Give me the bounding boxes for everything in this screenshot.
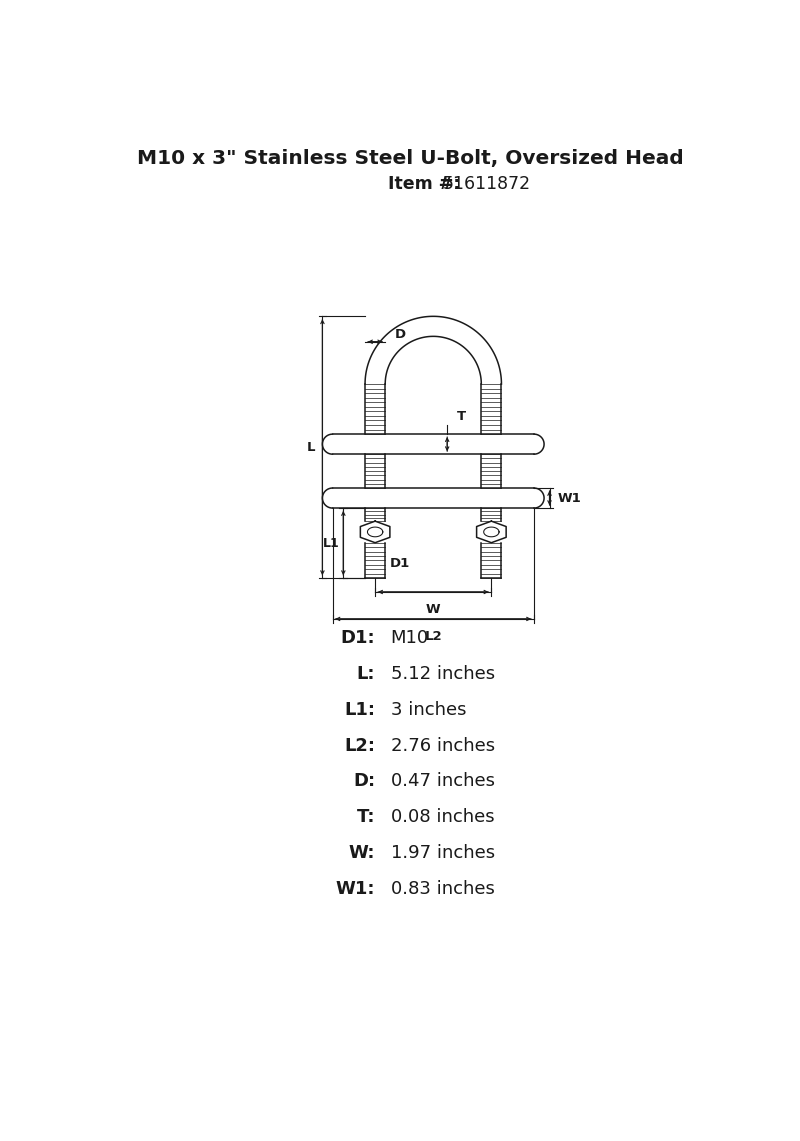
Text: L:: L: (357, 665, 375, 683)
Text: L1: L1 (323, 536, 340, 550)
Text: 0.08 inches: 0.08 inches (390, 808, 494, 826)
Text: D:: D: (353, 772, 375, 791)
Text: L1:: L1: (344, 701, 375, 719)
Text: W1:: W1: (336, 880, 375, 898)
Text: D: D (394, 327, 406, 340)
Text: 3 inches: 3 inches (390, 701, 466, 719)
Text: 51611872: 51611872 (442, 175, 530, 193)
Text: W1: W1 (558, 492, 581, 504)
Text: W:: W: (349, 844, 375, 861)
Text: M10 x 3" Stainless Steel U-Bolt, Oversized Head: M10 x 3" Stainless Steel U-Bolt, Oversiz… (137, 149, 683, 168)
Text: 0.47 inches: 0.47 inches (390, 772, 494, 791)
Text: D1: D1 (390, 557, 410, 569)
Text: Item #:: Item #: (388, 175, 461, 193)
Text: L2: L2 (425, 630, 442, 642)
Text: W: W (426, 602, 441, 616)
Text: L: L (306, 440, 315, 454)
Text: 1.97 inches: 1.97 inches (390, 844, 494, 861)
Text: T: T (457, 411, 466, 423)
Text: T:: T: (357, 808, 375, 826)
Text: 5.12 inches: 5.12 inches (390, 665, 494, 683)
Text: M10: M10 (390, 629, 429, 647)
Text: 2.76 inches: 2.76 inches (390, 737, 494, 754)
Text: 0.83 inches: 0.83 inches (390, 880, 494, 898)
Text: D1:: D1: (341, 629, 375, 647)
Text: L2:: L2: (344, 737, 375, 754)
